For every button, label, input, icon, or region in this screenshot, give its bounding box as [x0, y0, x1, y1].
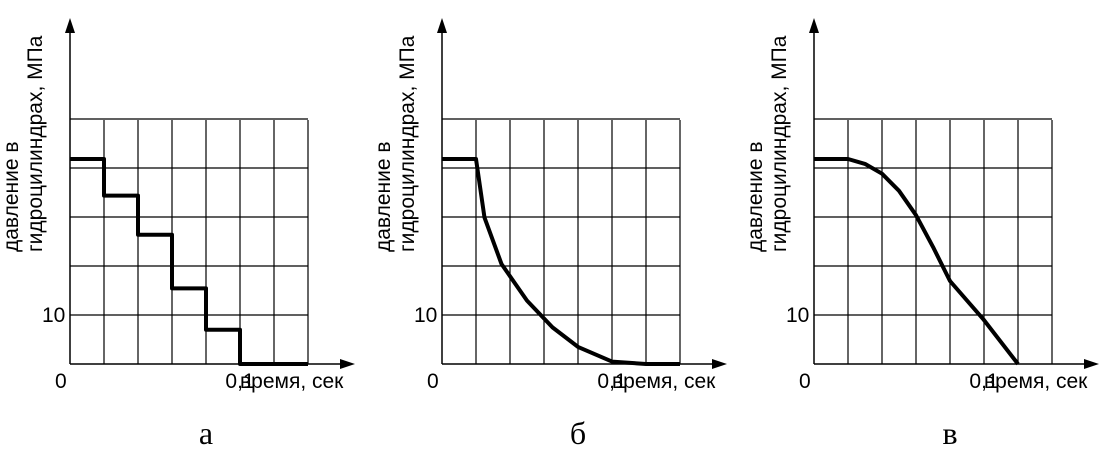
- y-axis-title-line: давление в: [372, 141, 395, 252]
- chart-b-svg: давление вгидроцилиндрах, МПа 0 10 0,1время…: [372, 18, 727, 451]
- series-line: [70, 157, 308, 366]
- y-axis-title: давление вгидроцилиндрах, МПа: [372, 35, 419, 252]
- x-axis-title: время, сек: [612, 370, 716, 393]
- y-tick-label: 10: [414, 304, 437, 327]
- x-tick-label: 0,1: [597, 370, 626, 393]
- panel-label: б: [570, 415, 586, 451]
- x-axis-arrow: [340, 359, 355, 369]
- x-axis-arrow: [1084, 359, 1099, 369]
- y-axis-title-line: гидроцилиндрах, МПа: [396, 35, 419, 252]
- y-axis-title-line: гидроцилиндрах, МПа: [24, 35, 47, 252]
- y-tick-label: 10: [786, 304, 809, 327]
- chart-panel-b: давление вгидроцилиндрах, МПа 0 10 0,1 время…: [372, 0, 744, 455]
- x-tick-label: 0,1: [225, 370, 254, 393]
- series-line: [814, 157, 1020, 366]
- panel-label: в: [942, 415, 957, 451]
- y-axis-title-line: гидроцилиндрах, МПа: [768, 35, 791, 252]
- y-tick-label: 10: [42, 304, 65, 327]
- x-axis-arrow: [712, 359, 727, 369]
- origin-label: 0: [55, 370, 67, 393]
- chart-c-svg: давление вгидроцилиндрах, МПа 0 10 0,1время…: [744, 18, 1099, 451]
- y-axis-title-line: давление в: [744, 141, 767, 252]
- y-axis-arrow: [809, 18, 819, 33]
- x-axis-title: время, сек: [984, 370, 1088, 393]
- y-axis-title: давление вгидроцилиндрах, МПа: [744, 35, 791, 252]
- x-tick-label: 0,1: [969, 370, 998, 393]
- y-axis-title: давление вгидроцилиндрах, МПа: [0, 35, 47, 252]
- origin-label: 0: [427, 370, 439, 393]
- origin-label: 0: [799, 370, 811, 393]
- chart-panel-a: давление вгидроцилиндрах, МПа 0 10 0,1 время…: [0, 0, 372, 455]
- y-axis-arrow: [437, 18, 447, 33]
- chart-panel-c: давление вгидроцилиндрах, МПа 0 10 0,1 время…: [744, 0, 1115, 455]
- panel-label: а: [199, 415, 213, 451]
- x-axis-title: время, сек: [240, 370, 344, 393]
- y-axis-arrow: [65, 18, 75, 33]
- series-line: [442, 157, 680, 366]
- y-axis-title-line: давление в: [0, 141, 23, 252]
- chart-a-svg: давление вгидроцилиндрах, МПа 0 10 0,1время…: [0, 18, 355, 451]
